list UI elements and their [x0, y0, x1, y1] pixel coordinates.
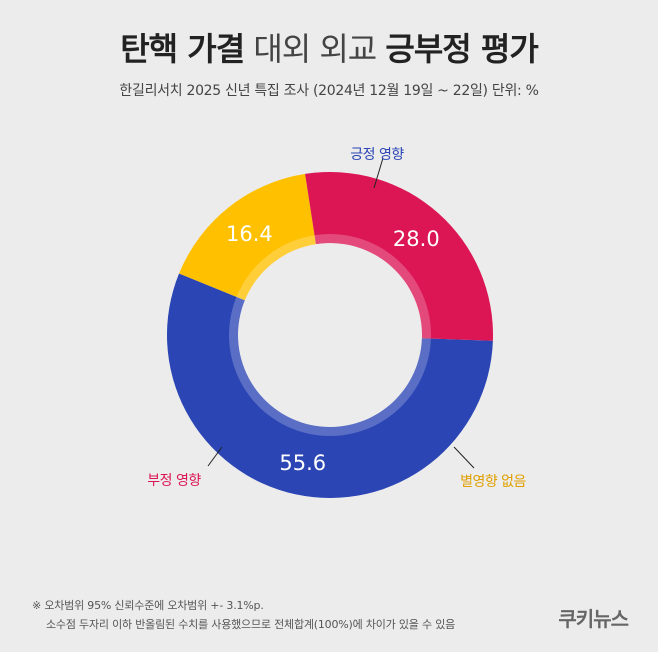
slice-neutral	[179, 173, 316, 301]
slice-positive-value: 55.6	[279, 451, 326, 475]
slice-negative-label: 부정 영향	[147, 473, 201, 489]
slice-negative	[305, 172, 493, 341]
slice-negative-leader	[207, 446, 223, 467]
slice-positive-leader	[373, 157, 384, 189]
footnote-line-2: 소수점 두자리 이하 반올림된 수치를 사용했으므로 전체합계(100%)에 차…	[46, 618, 456, 631]
footnote: ※ 오차범위 95% 신뢰수준에 오차범위 +- 3.1%p. 소수점 두자리 …	[32, 596, 455, 634]
title-part-3: 긍부정 평가	[385, 30, 538, 68]
slice-neutral-inner-glow	[236, 235, 316, 301]
slice-negative-value: 28.0	[393, 227, 440, 251]
brand-logo-text: 쿠키뉴스	[558, 607, 629, 631]
footnote-line-1: ※ 오차범위 95% 신뢰수준에 오차범위 +- 3.1%p.	[32, 599, 264, 612]
donut-slices	[166, 172, 493, 499]
donut-inner-ring	[228, 233, 432, 437]
title-part-1: 탄핵 가결	[120, 30, 245, 68]
slice-neutral-value: 16.4	[226, 222, 273, 246]
chart-subtitle: 한길리서치 2025 신년 특집 조사 (2024년 12월 19일 ~ 22일…	[119, 83, 539, 99]
value-labels: 55.6 16.4 28.0	[226, 222, 440, 475]
title-part-2: 대외 외교	[253, 30, 377, 68]
slice-neutral-label: 별영향 없음	[460, 474, 526, 490]
slice-neutral-leader	[453, 446, 475, 469]
slice-positive-label: 긍정 영향	[350, 147, 404, 163]
chart-title: 탄핵 가결 대외 외교 긍부정 평가	[0, 24, 658, 70]
slice-positive	[166, 273, 493, 499]
leader-lines	[207, 157, 475, 469]
